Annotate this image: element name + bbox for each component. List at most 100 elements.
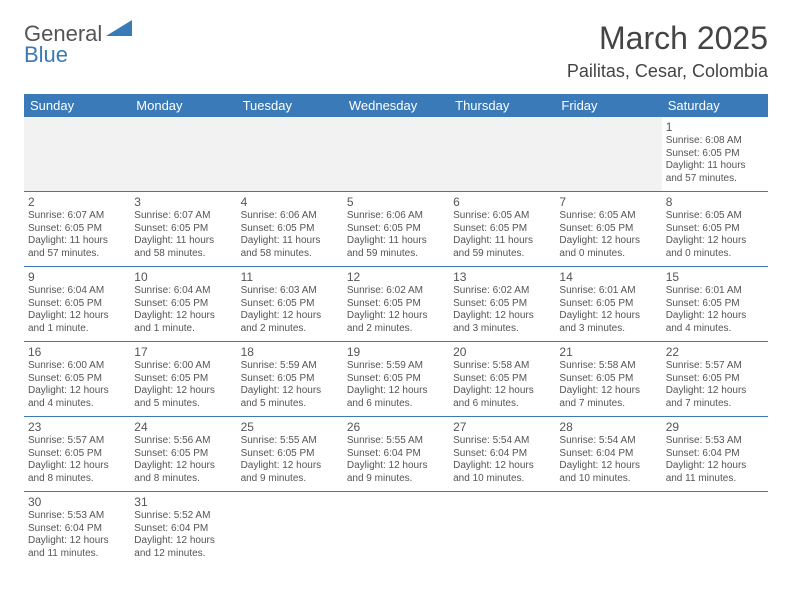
sunset-text: Sunset: 6:04 PM: [559, 448, 657, 461]
daylight-text: Daylight: 11 hours and 58 minutes.: [134, 235, 232, 260]
sunset-text: Sunset: 6:05 PM: [453, 223, 551, 236]
day-number: 22: [666, 345, 764, 359]
sunset-text: Sunset: 6:05 PM: [28, 448, 126, 461]
sunset-text: Sunset: 6:05 PM: [28, 223, 126, 236]
day-cell: 12Sunrise: 6:02 AMSunset: 6:05 PMDayligh…: [343, 267, 449, 342]
sunset-text: Sunset: 6:05 PM: [559, 223, 657, 236]
sunrise-text: Sunrise: 6:03 AM: [241, 285, 339, 298]
weekday-header: Wednesday: [343, 94, 449, 117]
daylight-text: Daylight: 11 hours and 58 minutes.: [241, 235, 339, 260]
calendar-body: 1Sunrise: 6:08 AMSunset: 6:05 PMDaylight…: [24, 117, 768, 566]
day-cell: 4Sunrise: 6:06 AMSunset: 6:05 PMDaylight…: [237, 192, 343, 267]
sunset-text: Sunset: 6:05 PM: [347, 298, 445, 311]
daylight-text: Daylight: 11 hours and 57 minutes.: [28, 235, 126, 260]
day-number: 4: [241, 195, 339, 209]
day-number: 30: [28, 495, 126, 509]
daylight-text: Daylight: 12 hours and 4 minutes.: [666, 310, 764, 335]
sunrise-text: Sunrise: 6:05 AM: [666, 210, 764, 223]
sunset-text: Sunset: 6:05 PM: [241, 373, 339, 386]
sunset-text: Sunset: 6:05 PM: [28, 373, 126, 386]
day-cell: 10Sunrise: 6:04 AMSunset: 6:05 PMDayligh…: [130, 267, 236, 342]
day-number: 10: [134, 270, 232, 284]
day-cell: 15Sunrise: 6:01 AMSunset: 6:05 PMDayligh…: [662, 267, 768, 342]
daylight-text: Daylight: 12 hours and 3 minutes.: [453, 310, 551, 335]
sunset-text: Sunset: 6:05 PM: [347, 373, 445, 386]
empty-cell: [130, 117, 236, 192]
sunrise-text: Sunrise: 6:06 AM: [241, 210, 339, 223]
day-cell: 20Sunrise: 5:58 AMSunset: 6:05 PMDayligh…: [449, 342, 555, 417]
sunrise-text: Sunrise: 6:02 AM: [453, 285, 551, 298]
day-cell: 6Sunrise: 6:05 AMSunset: 6:05 PMDaylight…: [449, 192, 555, 267]
daylight-text: Daylight: 11 hours and 59 minutes.: [347, 235, 445, 260]
sunset-text: Sunset: 6:05 PM: [241, 298, 339, 311]
day-number: 12: [347, 270, 445, 284]
empty-cell: [24, 117, 130, 192]
day-cell: 1Sunrise: 6:08 AMSunset: 6:05 PMDaylight…: [662, 117, 768, 192]
day-number: 29: [666, 420, 764, 434]
empty-cell: [662, 492, 768, 567]
sunset-text: Sunset: 6:05 PM: [134, 373, 232, 386]
daylight-text: Daylight: 11 hours and 57 minutes.: [666, 160, 764, 185]
empty-cell: [449, 117, 555, 192]
day-cell: 2Sunrise: 6:07 AMSunset: 6:05 PMDaylight…: [24, 192, 130, 267]
sunset-text: Sunset: 6:05 PM: [241, 448, 339, 461]
day-cell: 22Sunrise: 5:57 AMSunset: 6:05 PMDayligh…: [662, 342, 768, 417]
day-cell: 14Sunrise: 6:01 AMSunset: 6:05 PMDayligh…: [555, 267, 661, 342]
sunset-text: Sunset: 6:04 PM: [28, 523, 126, 536]
calendar-row: 16Sunrise: 6:00 AMSunset: 6:05 PMDayligh…: [24, 342, 768, 417]
sunset-text: Sunset: 6:05 PM: [666, 298, 764, 311]
daylight-text: Daylight: 12 hours and 10 minutes.: [559, 460, 657, 485]
sunset-text: Sunset: 6:05 PM: [453, 373, 551, 386]
sunrise-text: Sunrise: 6:05 AM: [559, 210, 657, 223]
daylight-text: Daylight: 12 hours and 1 minute.: [134, 310, 232, 335]
sunset-text: Sunset: 6:05 PM: [241, 223, 339, 236]
title-block: March 2025 Pailitas, Cesar, Colombia: [567, 20, 768, 82]
sunrise-text: Sunrise: 5:58 AM: [453, 360, 551, 373]
sunrise-text: Sunrise: 6:08 AM: [666, 135, 764, 148]
weekday-row: SundayMondayTuesdayWednesdayThursdayFrid…: [24, 94, 768, 117]
sunset-text: Sunset: 6:04 PM: [347, 448, 445, 461]
day-cell: 3Sunrise: 6:07 AMSunset: 6:05 PMDaylight…: [130, 192, 236, 267]
sunset-text: Sunset: 6:05 PM: [559, 298, 657, 311]
sunrise-text: Sunrise: 5:55 AM: [241, 435, 339, 448]
daylight-text: Daylight: 12 hours and 1 minute.: [28, 310, 126, 335]
sunset-text: Sunset: 6:05 PM: [28, 298, 126, 311]
day-cell: 13Sunrise: 6:02 AMSunset: 6:05 PMDayligh…: [449, 267, 555, 342]
day-cell: 17Sunrise: 6:00 AMSunset: 6:05 PMDayligh…: [130, 342, 236, 417]
day-cell: 30Sunrise: 5:53 AMSunset: 6:04 PMDayligh…: [24, 492, 130, 567]
daylight-text: Daylight: 12 hours and 8 minutes.: [134, 460, 232, 485]
daylight-text: Daylight: 12 hours and 0 minutes.: [666, 235, 764, 260]
daylight-text: Daylight: 12 hours and 4 minutes.: [28, 385, 126, 410]
calendar-table: SundayMondayTuesdayWednesdayThursdayFrid…: [24, 94, 768, 566]
day-number: 31: [134, 495, 232, 509]
day-number: 20: [453, 345, 551, 359]
day-cell: 5Sunrise: 6:06 AMSunset: 6:05 PMDaylight…: [343, 192, 449, 267]
sunset-text: Sunset: 6:04 PM: [453, 448, 551, 461]
sunrise-text: Sunrise: 6:07 AM: [28, 210, 126, 223]
day-number: 9: [28, 270, 126, 284]
day-number: 27: [453, 420, 551, 434]
weekday-header: Monday: [130, 94, 236, 117]
day-cell: 31Sunrise: 5:52 AMSunset: 6:04 PMDayligh…: [130, 492, 236, 567]
daylight-text: Daylight: 12 hours and 9 minutes.: [241, 460, 339, 485]
calendar-row: 9Sunrise: 6:04 AMSunset: 6:05 PMDaylight…: [24, 267, 768, 342]
day-number: 15: [666, 270, 764, 284]
empty-cell: [343, 117, 449, 192]
sunrise-text: Sunrise: 6:04 AM: [28, 285, 126, 298]
day-cell: 28Sunrise: 5:54 AMSunset: 6:04 PMDayligh…: [555, 417, 661, 492]
sunset-text: Sunset: 6:05 PM: [666, 148, 764, 161]
day-number: 5: [347, 195, 445, 209]
daylight-text: Daylight: 11 hours and 59 minutes.: [453, 235, 551, 260]
sunrise-text: Sunrise: 6:04 AM: [134, 285, 232, 298]
sunset-text: Sunset: 6:05 PM: [134, 448, 232, 461]
day-cell: 11Sunrise: 6:03 AMSunset: 6:05 PMDayligh…: [237, 267, 343, 342]
empty-cell: [555, 492, 661, 567]
calendar-head: SundayMondayTuesdayWednesdayThursdayFrid…: [24, 94, 768, 117]
day-number: 7: [559, 195, 657, 209]
daylight-text: Daylight: 12 hours and 10 minutes.: [453, 460, 551, 485]
sunset-text: Sunset: 6:05 PM: [453, 298, 551, 311]
empty-cell: [237, 117, 343, 192]
sunset-text: Sunset: 6:05 PM: [559, 373, 657, 386]
sunset-text: Sunset: 6:05 PM: [134, 298, 232, 311]
weekday-header: Sunday: [24, 94, 130, 117]
